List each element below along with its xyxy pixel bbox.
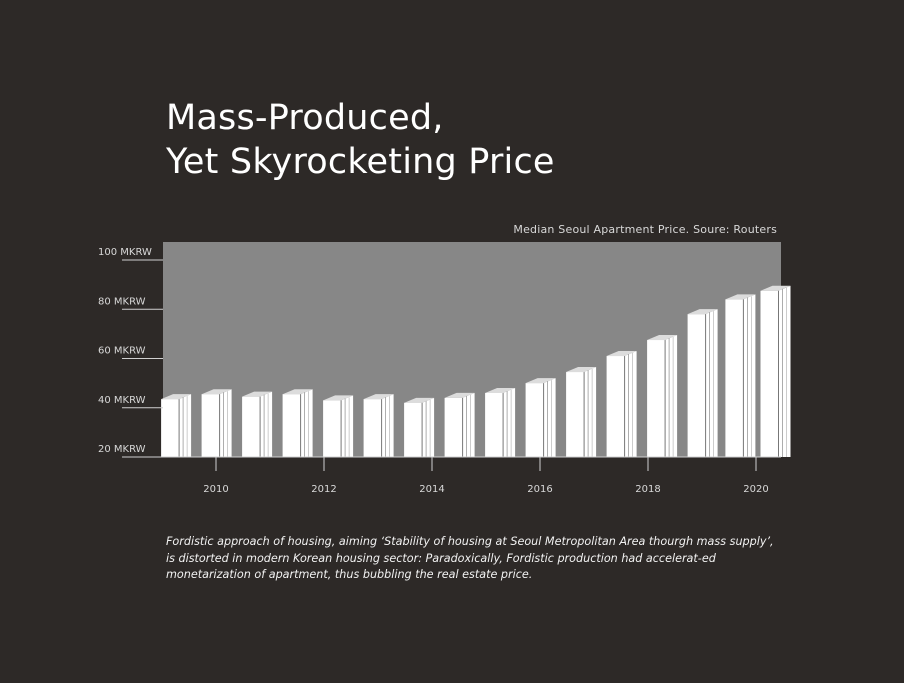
bar-side bbox=[422, 397, 435, 457]
bar bbox=[363, 394, 394, 457]
bar-top bbox=[404, 397, 435, 403]
bar-front bbox=[201, 394, 220, 457]
bar-front bbox=[444, 397, 463, 457]
bar bbox=[606, 351, 637, 457]
bar-front bbox=[760, 290, 779, 457]
bar-side bbox=[462, 392, 475, 457]
bar-side bbox=[219, 389, 232, 457]
bar-front bbox=[242, 396, 261, 457]
bar-side bbox=[260, 391, 273, 457]
bar bbox=[725, 294, 756, 457]
bar-top bbox=[525, 378, 556, 384]
bar-top bbox=[687, 309, 718, 315]
bar-top bbox=[282, 389, 313, 395]
bar-top bbox=[444, 392, 475, 398]
bar bbox=[647, 335, 678, 457]
caption-text: Fordistic approach of housing, aiming ‘S… bbox=[166, 535, 774, 581]
bar-front bbox=[687, 314, 706, 457]
bar-front bbox=[606, 356, 625, 457]
bar bbox=[404, 397, 435, 457]
bar-top bbox=[201, 389, 232, 395]
x-tick-label: 2014 bbox=[419, 484, 444, 495]
x-tick-label: 2012 bbox=[311, 484, 336, 495]
x-tick-label: 2018 bbox=[635, 484, 660, 495]
bar bbox=[282, 389, 313, 457]
bar-front bbox=[485, 392, 504, 457]
title-line-2: Yet Skyrocketing Price bbox=[166, 142, 555, 182]
bar-top bbox=[323, 395, 354, 401]
y-tick-label: 100 MKRW bbox=[98, 247, 152, 258]
y-tick-label: 80 MKRW bbox=[98, 296, 146, 307]
bar-front bbox=[323, 400, 342, 457]
bar-side bbox=[665, 335, 678, 457]
y-tick-label: 40 MKRW bbox=[98, 395, 146, 406]
bar-front bbox=[404, 402, 423, 457]
bar bbox=[525, 378, 556, 457]
source-note: Median Seoul Apartment Price. Soure: Rou… bbox=[513, 223, 777, 236]
bar-front bbox=[725, 299, 744, 457]
bar bbox=[485, 387, 516, 457]
x-tick-label: 2010 bbox=[203, 484, 228, 495]
x-tick-label: 2016 bbox=[527, 484, 552, 495]
bar bbox=[444, 392, 475, 457]
bar-top bbox=[606, 351, 637, 357]
y-tick-label: 20 MKRW bbox=[98, 444, 146, 455]
bar-top bbox=[485, 387, 516, 393]
bar-front bbox=[363, 399, 382, 457]
bar-side bbox=[743, 294, 756, 457]
y-tick-label: 60 MKRW bbox=[98, 346, 146, 357]
bar-side bbox=[179, 394, 192, 457]
bar-front bbox=[161, 399, 180, 457]
bar bbox=[687, 309, 718, 457]
chart-title: Mass-Produced, Yet Skyrocketing Price bbox=[166, 96, 555, 184]
bar-side bbox=[300, 389, 313, 457]
bar-top bbox=[566, 367, 597, 373]
bar-side bbox=[381, 394, 394, 457]
bar-side bbox=[341, 395, 354, 457]
bar-side bbox=[778, 285, 791, 457]
bar-side bbox=[584, 367, 597, 457]
bar-side bbox=[503, 387, 516, 457]
bar bbox=[566, 367, 597, 457]
bar-front bbox=[647, 340, 666, 457]
bar bbox=[161, 394, 192, 457]
bar bbox=[760, 285, 791, 457]
bar-top bbox=[760, 285, 791, 291]
title-line-1: Mass-Produced, bbox=[166, 98, 444, 138]
bar-side bbox=[543, 378, 556, 457]
bar-side bbox=[705, 309, 718, 457]
bar-front bbox=[566, 372, 585, 457]
bar-front bbox=[525, 383, 544, 457]
bar-front bbox=[282, 394, 301, 457]
bar bbox=[201, 389, 232, 457]
bar-side bbox=[624, 351, 637, 457]
bar-top bbox=[647, 335, 678, 341]
bar-top bbox=[161, 394, 192, 400]
bar-top bbox=[725, 294, 756, 300]
bar bbox=[323, 395, 354, 457]
bar-top bbox=[242, 391, 273, 397]
bar bbox=[242, 391, 273, 457]
x-tick-label: 2020 bbox=[743, 484, 768, 495]
bar-top bbox=[363, 394, 394, 400]
